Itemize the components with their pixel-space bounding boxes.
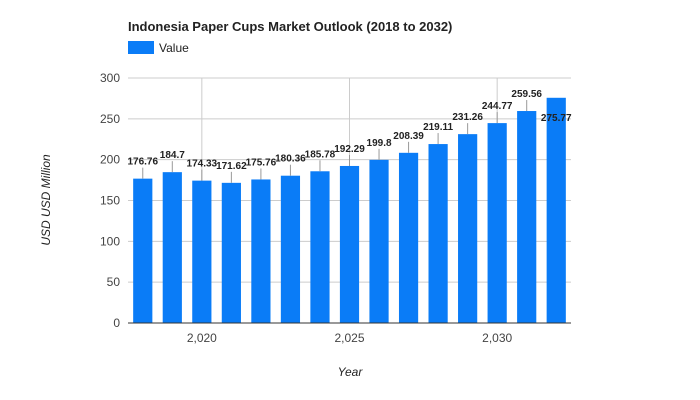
data-label: 171.62 [216,161,247,172]
data-label: 192.29 [334,144,365,155]
legend-label-value: Value [159,41,189,55]
bar [517,111,537,323]
data-label: 185.78 [305,149,336,160]
legend: Value [128,41,189,55]
x-tick-label: 2,030 [482,331,512,345]
y-tick-label: 100 [100,234,120,248]
legend-swatch-value [128,41,154,54]
data-labels: 176.76184.7174.33171.62175.76180.36185.7… [127,89,572,183]
y-tick-label: 250 [100,112,120,126]
data-label: 259.56 [511,89,542,100]
bar [310,171,330,323]
y-axis-ticks: 0 50 100 150 200 250 300 [100,71,120,330]
y-tick-label: 50 [107,275,121,289]
data-label: 244.77 [482,101,513,112]
data-label: 180.36 [275,154,306,165]
bar [133,178,153,323]
bar [221,182,241,323]
data-label: 275.77 [541,113,572,124]
bar [487,123,507,324]
bar [369,159,389,323]
bar [398,152,419,323]
y-axis-title: USD USD Million [39,154,53,246]
x-tick-label: 2,020 [187,331,217,345]
data-label: 184.7 [160,150,185,161]
bar [458,134,478,323]
y-tick-label: 200 [100,153,120,167]
bar [339,165,360,323]
bar [192,180,212,323]
bar [162,172,182,323]
bar [251,179,271,323]
data-label: 176.76 [127,157,158,168]
bars [133,97,566,324]
bar [428,144,448,323]
x-axis-ticks: 2,020 2,025 2,030 [187,331,513,345]
bar [280,175,301,323]
bar [546,97,566,323]
x-tick-label: 2,025 [334,331,364,345]
data-label: 174.33 [187,159,218,170]
data-label: 219.11 [423,122,453,133]
y-tick-label: 300 [100,71,120,85]
y-tick-label: 150 [100,194,120,208]
data-label: 175.76 [246,157,277,168]
data-label: 208.39 [393,131,424,142]
data-label: 231.26 [452,112,483,123]
y-tick-label: 0 [113,316,120,330]
x-axis-title: Year [338,365,364,379]
data-label: 199.8 [367,138,392,149]
chart-title: Indonesia Paper Cups Market Outlook (201… [128,19,452,34]
